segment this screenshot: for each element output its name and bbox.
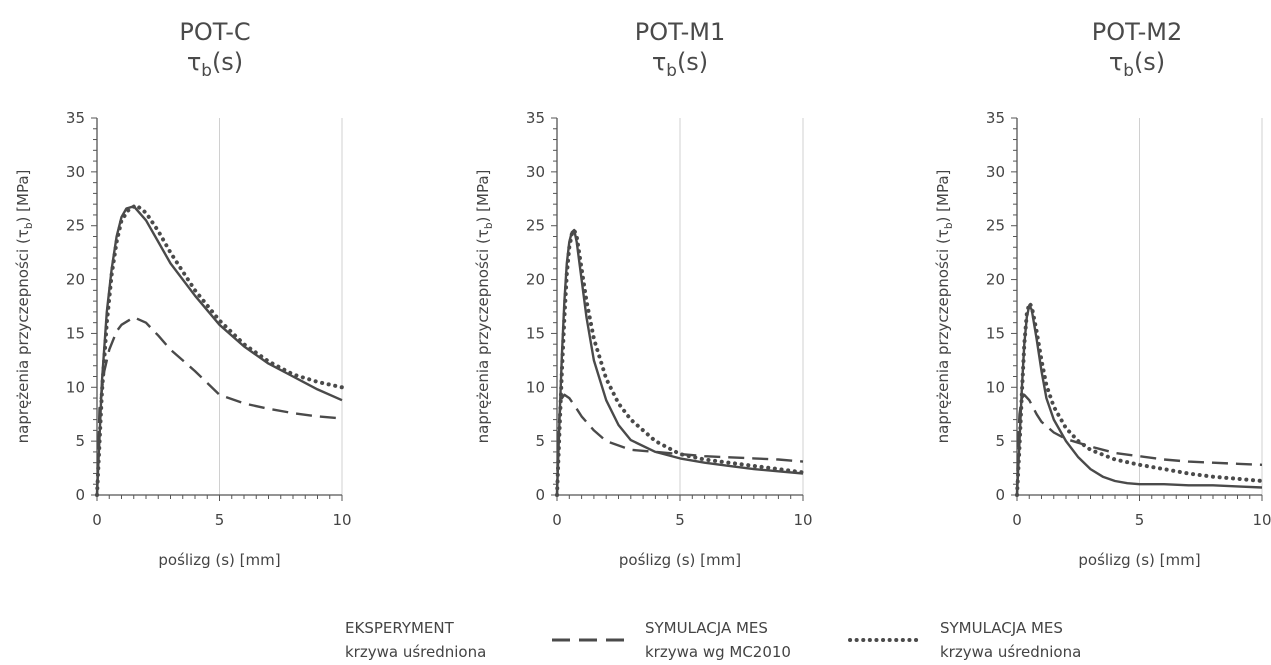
legend-label-line2: krzywa wg MC2010	[645, 643, 791, 661]
y-tick-label: 30	[526, 163, 545, 181]
legend-item-solid: EKSPERYMENT krzywa uśredniona	[255, 619, 486, 665]
y-axis-label: naprężenia przyczepności (τb) [MPa]	[934, 170, 955, 444]
x-tick-label: 0	[552, 511, 562, 529]
legend: EKSPERYMENT krzywa uśredniona SYMULACJA …	[255, 619, 1081, 665]
y-tick-label: 5	[995, 432, 1005, 450]
x-tick-label: 10	[332, 511, 351, 529]
y-tick-label: 20	[66, 271, 85, 289]
y-tick-label: 5	[75, 432, 85, 450]
legend-label-line2: krzywa uśredniona	[345, 643, 486, 661]
y-tick-label: 0	[75, 486, 85, 504]
x-tick-label: 5	[1135, 511, 1145, 529]
x-axis-label: poślizg (s) [mm]	[619, 551, 741, 569]
y-tick-label: 10	[526, 378, 545, 396]
y-tick-label: 35	[986, 109, 1005, 127]
y-axis-label: naprężenia przyczepności (τb) [MPa]	[474, 170, 495, 444]
legend-label-line1: SYMULACJA MES	[940, 619, 1063, 637]
y-tick-label: 30	[66, 163, 85, 181]
y-tick-label: 10	[986, 378, 1005, 396]
y-axis-label: naprężenia przyczepności (τb) [MPa]	[14, 170, 35, 444]
x-tick-label: 5	[215, 511, 225, 529]
legend-label-line1: SYMULACJA MES	[645, 619, 768, 637]
y-tick-label: 25	[526, 217, 545, 235]
y-tick-label: 20	[986, 271, 1005, 289]
y-tick-label: 15	[986, 324, 1005, 342]
series-line-dashed	[95, 316, 343, 496]
chart-subtitle: τb(s)	[652, 48, 708, 80]
legend-item-dashed: SYMULACJA MES krzywa wg MC2010	[552, 619, 791, 661]
y-tick-label: 20	[526, 271, 545, 289]
chart-title: POT-M1	[635, 18, 725, 46]
chart-title: POT-C	[179, 18, 250, 46]
y-tick-label: 5	[535, 432, 545, 450]
chart-panel-1: POT-Cτb(s) 0 5 10 15 20 25 30 35 0 5 10 poślizg (s) …	[14, 18, 352, 569]
series-line-dashed	[555, 393, 804, 496]
series-line-dotted	[555, 228, 805, 497]
chart-subtitle: τb(s)	[187, 48, 243, 80]
y-tick-label: 0	[535, 486, 545, 504]
chart-title: POT-M2	[1092, 18, 1182, 46]
series-line-dotted	[1015, 301, 1264, 497]
y-tick-label: 35	[66, 109, 85, 127]
x-tick-label: 5	[675, 511, 685, 529]
x-axis-label: poślizg (s) [mm]	[158, 551, 280, 569]
y-tick-label: 10	[66, 378, 85, 396]
x-tick-label: 10	[793, 511, 812, 529]
y-tick-label: 25	[986, 217, 1005, 235]
legend-item-dotted: SYMULACJA MES krzywa uśredniona	[848, 619, 1081, 661]
y-tick-label: 15	[66, 324, 85, 342]
y-tick-label: 15	[526, 324, 545, 342]
x-tick-label: 0	[92, 511, 102, 529]
x-tick-label: 0	[1012, 511, 1022, 529]
y-tick-label: 30	[986, 163, 1005, 181]
y-tick-label: 25	[66, 217, 85, 235]
y-tick-label: 0	[995, 486, 1005, 504]
x-tick-label: 10	[1252, 511, 1271, 529]
series-line-dashed	[1015, 393, 1263, 496]
series-line-dotted	[95, 203, 344, 497]
legend-label-line1: EKSPERYMENT	[345, 619, 455, 637]
y-tick-label: 35	[526, 109, 545, 127]
x-axis-label: poślizg (s) [mm]	[1078, 551, 1200, 569]
legend-label-line2: krzywa uśredniona	[940, 643, 1081, 661]
chart-subtitle: τb(s)	[1109, 48, 1165, 80]
